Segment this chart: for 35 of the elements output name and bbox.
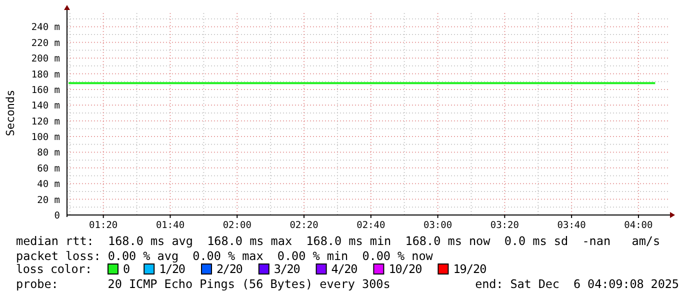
text: end: Sat Dec 6 04:09:08 2025 — [475, 277, 679, 291]
x-tick-label: 04:00 — [624, 220, 654, 231]
x-tick-label: 02:00 — [222, 220, 252, 231]
y-tick-label: 40 m — [37, 179, 60, 190]
y-tick-label: 80 m — [37, 148, 60, 159]
y-tick-label: 240 m — [31, 22, 60, 34]
x-tick-label: 01:20 — [89, 220, 118, 231]
x-tick-label: 01:40 — [156, 220, 185, 231]
y-tick-label: 180 m — [31, 69, 60, 80]
x-tick-label: 03:20 — [490, 220, 520, 231]
x-tick-label: 03:00 — [423, 220, 452, 231]
legend-label: 4/20 — [331, 262, 358, 276]
y-tick-label: 120 m — [31, 116, 60, 128]
x-tick-label: 02:20 — [290, 220, 319, 231]
legend-label: 0 — [123, 262, 130, 276]
legend-title: loss color: — [16, 262, 92, 276]
y-tick-label: 60 m — [37, 163, 60, 174]
y-tick-label: 0 — [54, 210, 60, 222]
legend-label: 1/20 — [159, 262, 186, 276]
text: packet loss: 0.00 % avg 0.00 % max 0.00 % min 0.00 % now — [16, 249, 434, 263]
legend-label: 3/20 — [274, 262, 300, 276]
y-tick-label: 100 m — [31, 132, 60, 144]
legend-label: 19/20 — [453, 262, 487, 276]
text: median rtt: 168.0 ms avg 168.0 ms max 168.0 ms min 168.0 ms now 0.0 ms sd -nan am/s — [16, 234, 660, 248]
x-tick-label: 02:40 — [356, 220, 386, 231]
y-tick-label: 200 m — [31, 54, 60, 65]
x-tick-label: 03:40 — [557, 220, 586, 231]
y-tick-label: 20 m — [37, 194, 60, 206]
text: probe: 20 ICMP Echo Pings (56 Bytes) every 300s — [16, 277, 390, 291]
legend-label: 10/20 — [388, 262, 422, 276]
y-axis-title: Seconds — [4, 90, 17, 136]
y-tick-label: 220 m — [31, 38, 60, 49]
y-tick-label: 160 m — [31, 84, 60, 96]
legend-label: 2/20 — [216, 262, 243, 276]
y-tick-label: 140 m — [31, 100, 60, 112]
